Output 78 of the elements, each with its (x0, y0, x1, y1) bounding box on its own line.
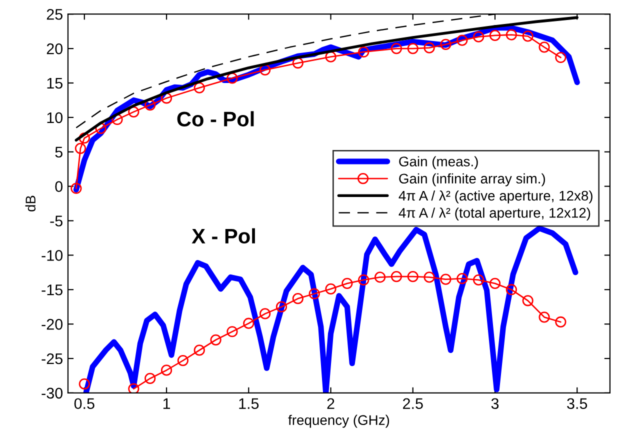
point (407, 270, 418, 282)
point (473, 31, 484, 42)
point (160, 92, 172, 104)
point (78, 378, 90, 390)
x-tick-label: 0.5 (74, 398, 94, 410)
x-tick-label: 1.5 (239, 398, 259, 410)
point (522, 295, 534, 306)
point (292, 293, 304, 304)
y-tick-label: 20 (46, 43, 63, 54)
y-tick-label: -15 (42, 284, 62, 296)
point (473, 274, 484, 286)
point (390, 270, 402, 282)
point (128, 106, 140, 118)
point (440, 274, 452, 285)
point (243, 318, 254, 329)
point (144, 99, 156, 111)
point (374, 272, 386, 283)
point (325, 283, 336, 294)
x-tick-label: 1 (163, 398, 170, 409)
point (555, 52, 566, 64)
point (160, 364, 172, 376)
y-axis-title: dB (25, 196, 36, 212)
legend-label: 4π A / λ² (active aperture, 12x8) (398, 190, 592, 204)
point (489, 30, 501, 42)
legend-label: Gain (meas.) (399, 156, 478, 170)
point (358, 46, 370, 58)
point (144, 372, 156, 384)
point (555, 316, 566, 328)
point (456, 273, 468, 284)
point (325, 51, 336, 62)
point (226, 326, 238, 338)
point (260, 308, 271, 320)
point (522, 30, 534, 42)
y-tick-label: 10 (47, 112, 63, 124)
point (177, 355, 189, 366)
point (506, 29, 517, 40)
y-tick-label: -25 (42, 353, 62, 364)
y-tick-label: -10 (42, 250, 63, 261)
point (308, 288, 320, 300)
point (424, 272, 435, 283)
y-tick-label: -30 (42, 388, 63, 399)
point (407, 42, 418, 54)
point (342, 278, 353, 289)
point (78, 132, 90, 144)
point (292, 57, 304, 69)
y-tick-label: 15 (47, 78, 62, 89)
point (506, 284, 517, 296)
annotation: X - Pol (192, 228, 255, 244)
y-tick-label: 0 (55, 181, 63, 192)
x-tick-label: 2 (327, 398, 334, 409)
x-tick-label: 3.5 (567, 398, 588, 410)
point (358, 274, 370, 286)
y-tick-label: 25 (46, 8, 62, 20)
point (276, 301, 288, 312)
point (194, 344, 205, 356)
legend-label: 4π A / λ² (total aperture, 12x12) (398, 208, 590, 221)
point (260, 64, 271, 76)
x-tick-label: 2.5 (403, 398, 423, 410)
point (70, 182, 82, 194)
x-tick-label: 3 (491, 398, 499, 410)
point (390, 42, 402, 54)
y-tick-label: -20 (42, 318, 63, 330)
point (538, 312, 550, 323)
point (456, 34, 468, 46)
annotation: Co - Pol (177, 111, 254, 126)
legend-label: Gain (infinite array sim.) (399, 173, 545, 186)
x-axis-title: frequency (GHz) (288, 414, 390, 428)
point (128, 383, 140, 393)
y-tick-label: 5 (55, 146, 62, 158)
point (538, 42, 550, 53)
point (489, 278, 501, 289)
y-tick-label: -5 (50, 216, 62, 226)
point (210, 334, 222, 346)
point (424, 42, 435, 54)
point (74, 142, 86, 154)
point (194, 82, 205, 94)
point (226, 72, 238, 84)
point (440, 38, 452, 50)
